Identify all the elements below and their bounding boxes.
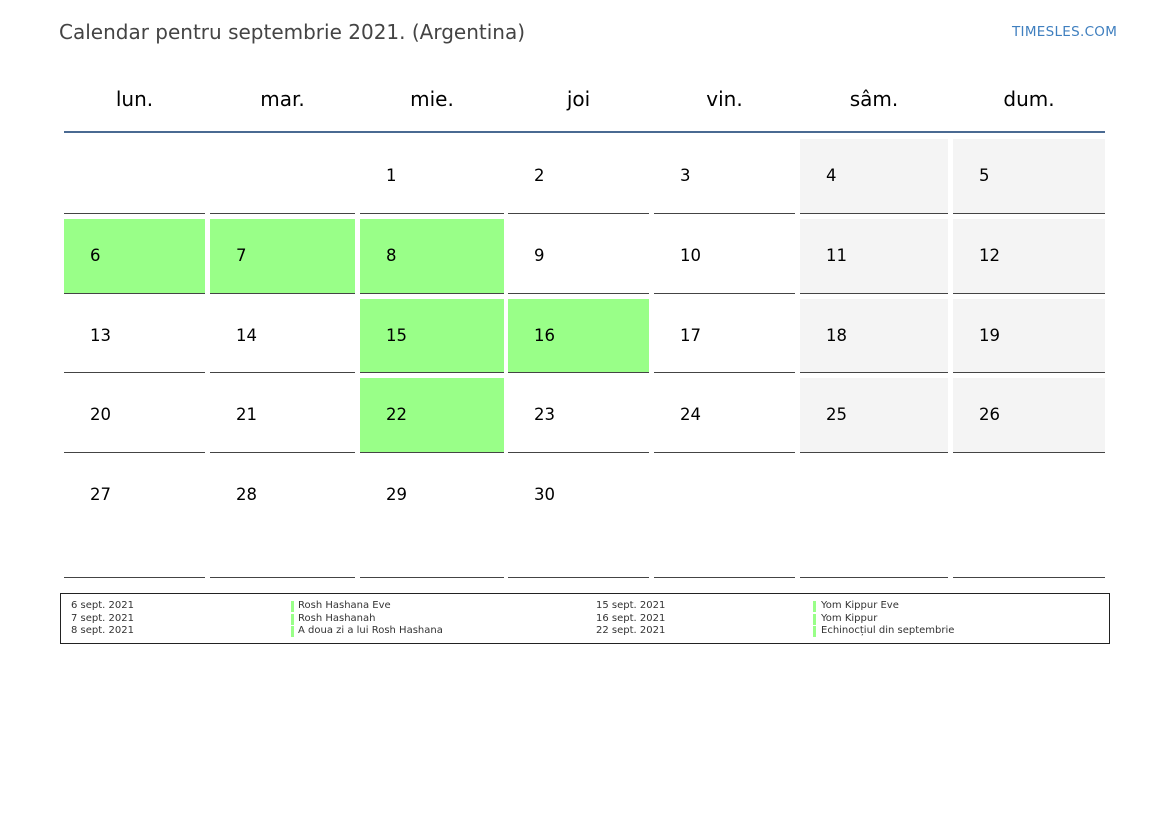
empty-day-cell <box>953 458 1105 578</box>
legend-color-marker <box>813 601 816 612</box>
day-cell[interactable]: 9 <box>508 219 649 294</box>
legend-holiday-name: Yom Kippur Eve <box>821 600 899 611</box>
weekday-7: dum. <box>1003 87 1055 111</box>
day-cell[interactable]: 4 <box>800 139 948 214</box>
day-number: 18 <box>826 326 847 345</box>
day-cell[interactable]: 20 <box>64 378 205 453</box>
day-number: 4 <box>826 166 837 185</box>
day-cell[interactable]: 25 <box>800 378 948 453</box>
legend-date: 22 sept. 2021 <box>596 625 666 636</box>
day-number: 15 <box>386 326 407 345</box>
day-cell[interactable]: 8 <box>360 219 504 294</box>
brand-link[interactable]: TIMESLES.COM <box>1012 24 1118 40</box>
day-number: 6 <box>90 246 101 265</box>
day-cell[interactable]: 3 <box>654 139 795 214</box>
day-number: 19 <box>979 326 1000 345</box>
header-divider <box>64 131 1105 133</box>
day-number: 23 <box>534 405 555 424</box>
page-title: Calendar pentru septembrie 2021. (Argent… <box>59 20 526 44</box>
day-number: 27 <box>90 485 111 504</box>
day-cell[interactable]: 29 <box>360 458 504 578</box>
weekday-4: joi <box>566 87 591 111</box>
empty-day-cell <box>64 139 205 214</box>
day-cell[interactable]: 22 <box>360 378 504 453</box>
day-cell[interactable]: 6 <box>64 219 205 294</box>
day-cell[interactable]: 7 <box>210 219 355 294</box>
day-cell[interactable]: 2 <box>508 139 649 214</box>
day-number: 9 <box>534 246 545 265</box>
holiday-legend: 6 sept. 2021 Rosh Hashana Eve 7 sept. 2021… <box>60 593 1110 644</box>
day-cell[interactable]: 11 <box>800 219 948 294</box>
day-number: 29 <box>386 485 407 504</box>
day-number: 24 <box>680 405 701 424</box>
day-number: 16 <box>534 326 555 345</box>
legend-holiday-name: Echinocțiul din septembrie <box>821 625 955 636</box>
day-cell[interactable]: 19 <box>953 299 1105 373</box>
day-cell[interactable]: 24 <box>654 378 795 453</box>
weekday-1: lun. <box>115 87 154 111</box>
legend-date: 16 sept. 2021 <box>596 612 666 624</box>
day-cell[interactable]: 23 <box>508 378 649 453</box>
legend-holiday-name: Yom Kippur <box>821 612 878 624</box>
weekday-header-row: lun. mar. mie. joi vin. sâm. dum. <box>64 86 1105 116</box>
weekday-2: mar. <box>260 87 305 111</box>
day-cell[interactable]: 12 <box>953 219 1105 294</box>
day-cell[interactable]: 27 <box>64 458 205 578</box>
day-cell[interactable]: 17 <box>654 299 795 373</box>
day-cell[interactable]: 26 <box>953 378 1105 453</box>
legend-date: 15 sept. 2021 <box>596 600 666 611</box>
day-number: 17 <box>680 326 701 345</box>
legend-holiday-name: Rosh Hashana Eve <box>298 600 391 611</box>
day-number: 13 <box>90 326 111 345</box>
legend-date: 6 sept. 2021 <box>71 600 134 611</box>
day-cell[interactable]: 14 <box>210 299 355 373</box>
legend-holiday-name: A doua zi a lui Rosh Hashana <box>298 625 443 636</box>
day-number: 22 <box>386 405 407 424</box>
day-cell[interactable]: 1 <box>360 139 504 214</box>
day-cell[interactable]: 15 <box>360 299 504 373</box>
day-cell[interactable]: 5 <box>953 139 1105 214</box>
day-cell[interactable]: 10 <box>654 219 795 294</box>
empty-day-cell <box>800 458 948 578</box>
legend-holiday-name: Rosh Hashanah <box>298 612 376 624</box>
day-number: 11 <box>826 246 847 265</box>
legend-date: 7 sept. 2021 <box>71 612 134 624</box>
day-number: 1 <box>386 166 397 185</box>
legend-date: 8 sept. 2021 <box>71 625 134 636</box>
day-number: 12 <box>979 246 1000 265</box>
day-number: 26 <box>979 405 1000 424</box>
weekday-6: sâm. <box>849 87 899 111</box>
day-cell[interactable]: 21 <box>210 378 355 453</box>
day-number: 5 <box>979 166 990 185</box>
day-cell[interactable]: 28 <box>210 458 355 578</box>
empty-day-cell <box>654 458 795 578</box>
day-number: 28 <box>236 485 257 504</box>
day-cell[interactable]: 30 <box>508 458 649 578</box>
day-number: 2 <box>534 166 545 185</box>
day-number: 20 <box>90 405 111 424</box>
weekday-3: mie. <box>410 87 454 111</box>
day-number: 25 <box>826 405 847 424</box>
day-number: 8 <box>386 246 397 265</box>
day-cell[interactable]: 16 <box>508 299 649 373</box>
day-cell[interactable]: 13 <box>64 299 205 373</box>
weekday-5: vin. <box>706 87 743 111</box>
day-number: 3 <box>680 166 691 185</box>
empty-day-cell <box>210 139 355 214</box>
legend-color-marker <box>291 626 294 637</box>
legend-color-marker <box>813 626 816 637</box>
day-number: 7 <box>236 246 247 265</box>
day-number: 14 <box>236 326 257 345</box>
day-number: 10 <box>680 246 701 265</box>
legend-color-marker <box>813 613 816 625</box>
legend-color-marker <box>291 601 294 612</box>
day-number: 30 <box>534 485 555 504</box>
day-cell[interactable]: 18 <box>800 299 948 373</box>
day-number: 21 <box>236 405 257 424</box>
legend-color-marker <box>291 613 294 625</box>
